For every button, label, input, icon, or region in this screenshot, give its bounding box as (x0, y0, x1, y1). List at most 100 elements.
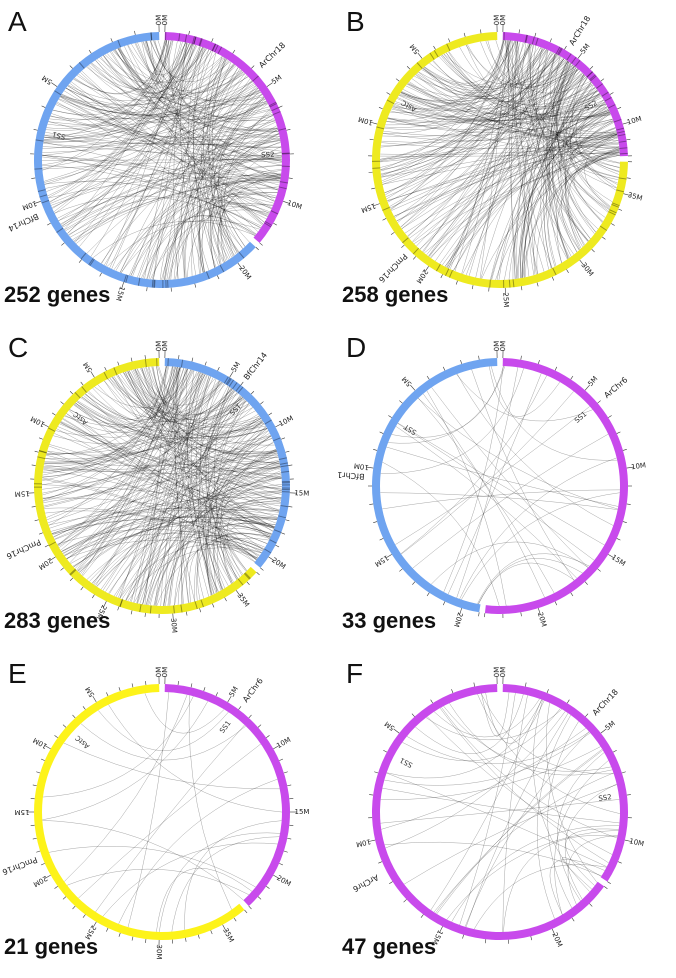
gene-marker (535, 37, 539, 46)
gene-marker (144, 359, 147, 368)
synteny-link (556, 154, 620, 258)
tick-mark (426, 592, 430, 597)
gene-marker (151, 279, 154, 288)
synteny-link (125, 449, 277, 601)
synteny-link (145, 40, 280, 137)
tick-mark (538, 608, 541, 615)
tick-mark (279, 863, 284, 866)
gene-marker (180, 359, 184, 368)
tick-label: 5M (401, 375, 414, 388)
synteny-link (68, 47, 206, 101)
synteny-link (68, 139, 281, 236)
synteny-link (49, 40, 173, 121)
synteny-link (468, 51, 551, 277)
tick-mark (31, 177, 36, 179)
synteny-link (400, 61, 569, 228)
synteny-link (130, 133, 280, 276)
synteny-link (73, 39, 166, 95)
gene-marker (38, 449, 47, 454)
synteny-link (186, 525, 272, 604)
gene-marker (199, 38, 203, 47)
synteny-link (66, 868, 250, 895)
gene-marker (616, 130, 625, 134)
synteny-link (53, 42, 187, 213)
synteny-link (57, 398, 245, 546)
synteny-link (481, 693, 614, 775)
synteny-link (380, 60, 567, 147)
gene-marker (217, 46, 223, 55)
synteny-link (547, 721, 579, 909)
tick-mark (203, 687, 206, 692)
synteny-link (214, 516, 278, 590)
tick-mark (283, 850, 288, 853)
tick-mark (608, 554, 615, 559)
synteny-link (165, 503, 281, 606)
synteny-link (394, 41, 521, 218)
gene-marker (272, 111, 281, 116)
synteny-link (180, 371, 200, 605)
synteny-link (168, 209, 270, 280)
synteny-link (382, 118, 613, 142)
synteny-link (386, 772, 607, 867)
synteny-link (127, 370, 280, 512)
synteny-link (226, 492, 282, 576)
synteny-link (144, 40, 174, 73)
synteny-link (47, 438, 273, 524)
synteny-link (60, 421, 282, 475)
tick-mark (520, 286, 523, 291)
synteny-link (127, 547, 262, 602)
gene-marker (117, 39, 122, 48)
synteny-link (73, 119, 276, 242)
chromosome-band (164, 32, 290, 243)
synteny-link (117, 377, 214, 598)
synteny-link (147, 215, 257, 280)
gene-marker (444, 268, 450, 276)
synteny-link (42, 373, 204, 476)
synteny-link (504, 40, 609, 212)
tick-label: 0M (155, 341, 163, 352)
tick-mark (412, 256, 417, 260)
synteny-link (528, 61, 570, 276)
synteny-link (42, 102, 268, 149)
synteny-link (123, 372, 244, 425)
synteny-link (187, 46, 210, 271)
synteny-link (80, 72, 265, 223)
synteny-link (131, 369, 274, 532)
synteny-link (407, 75, 586, 237)
tick-mark (39, 532, 43, 535)
synteny-link (442, 140, 619, 266)
synteny-link (144, 43, 193, 279)
synteny-link (389, 108, 609, 209)
gene-label: SS1 (399, 756, 415, 769)
synteny-link (50, 115, 282, 148)
chromosome-label: BfChr14 (7, 212, 40, 234)
gene-marker (372, 167, 381, 169)
tick-mark (411, 713, 415, 717)
synteny-link (44, 64, 235, 139)
gene-marker (268, 101, 277, 107)
tick-mark (145, 938, 147, 943)
synteny-link (128, 369, 192, 400)
tick-mark (62, 724, 67, 728)
synteny-link (54, 465, 281, 540)
tick-mark (251, 65, 255, 69)
synteny-link (82, 380, 221, 577)
gene-marker (512, 279, 515, 288)
synteny-link (112, 376, 257, 561)
synteny-link (134, 368, 259, 558)
synteny-link (73, 525, 268, 568)
synteny-link (453, 108, 609, 271)
synteny-link (117, 374, 247, 420)
synteny-link (193, 49, 221, 265)
synteny-link (448, 43, 530, 269)
gene-marker (214, 44, 219, 53)
synteny-link (533, 120, 614, 275)
synteny-link (42, 154, 263, 227)
tick-mark (131, 683, 134, 688)
synteny-link (42, 156, 268, 217)
synteny-link (512, 90, 599, 280)
synteny-link (211, 57, 238, 254)
synteny-link (156, 366, 277, 455)
synteny-link (523, 82, 592, 278)
gene-marker (448, 270, 454, 278)
